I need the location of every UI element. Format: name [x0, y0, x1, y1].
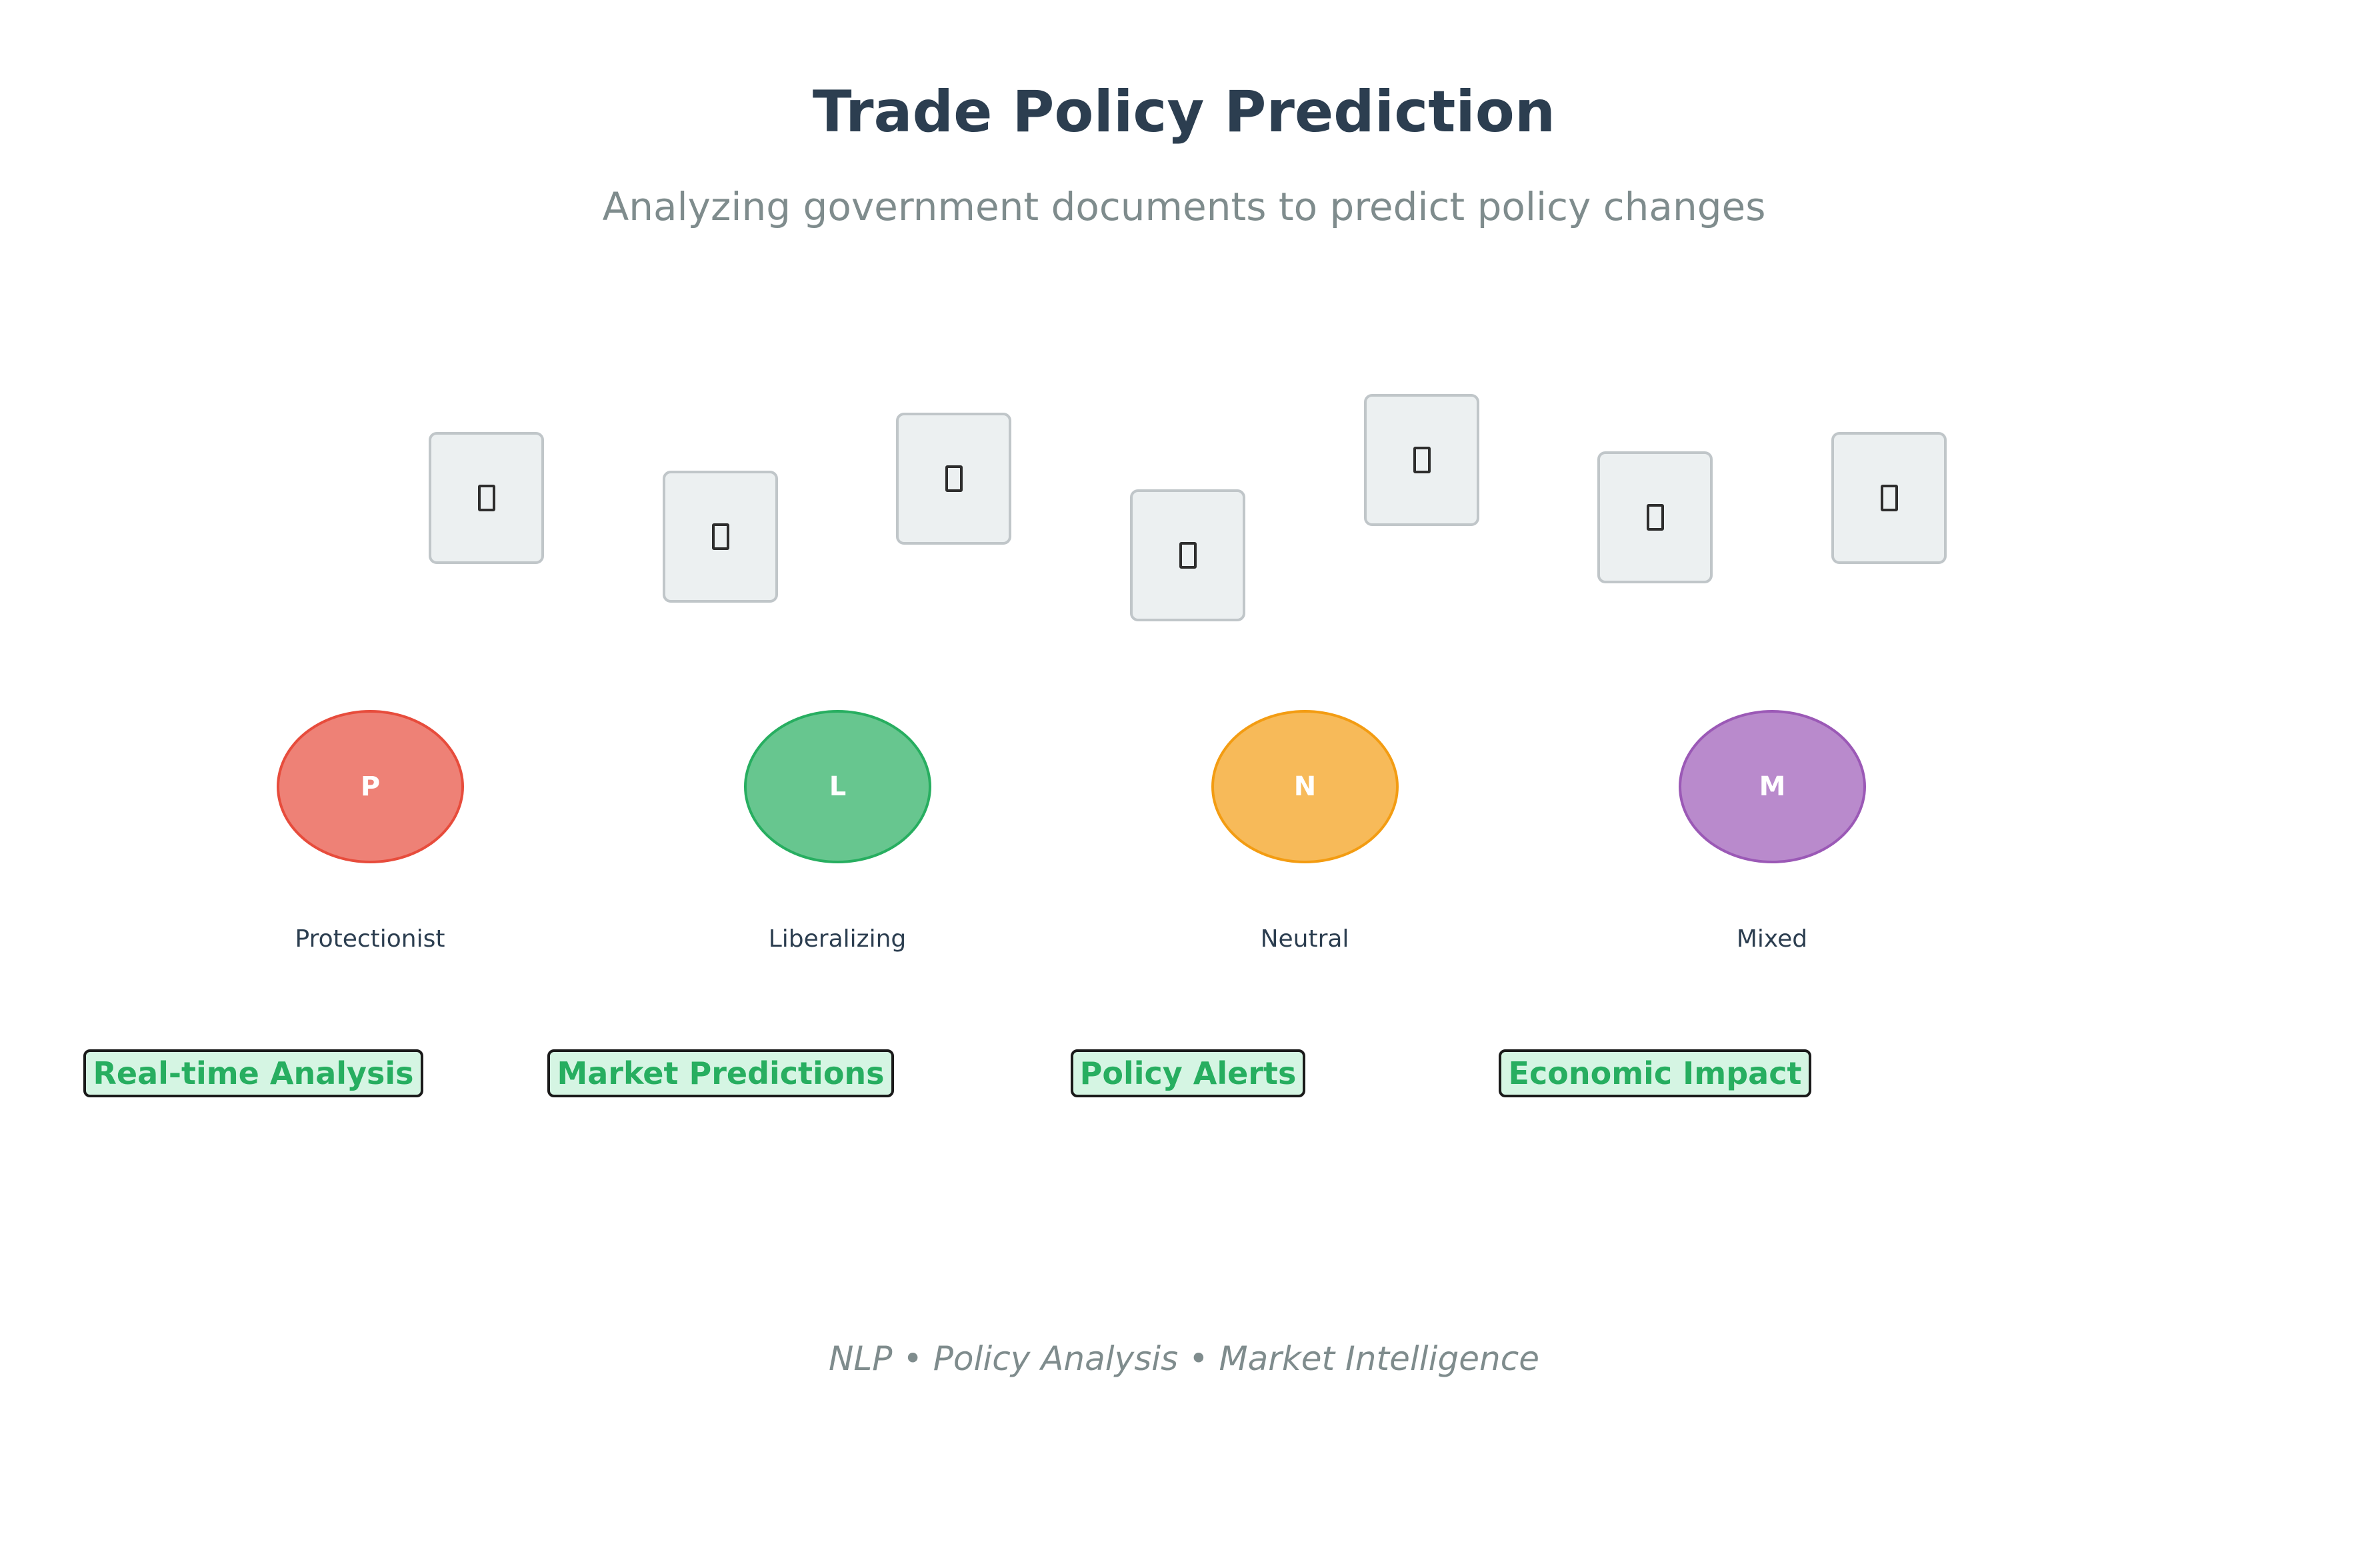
category-neutral-circle: N: [1211, 710, 1399, 863]
category-liberalizing-label: Liberalizing: [768, 925, 907, 953]
category-neutral-label: Neutral: [1260, 925, 1349, 953]
category-mixed-circle: M: [1679, 710, 1866, 863]
feature-badge-economic-impact: Economic Impact: [1499, 1049, 1811, 1097]
document-icon: [1413, 447, 1431, 473]
document-card: [429, 432, 544, 564]
document-card: [1831, 432, 1947, 564]
category-mixed-label: Mixed: [1736, 925, 1808, 953]
category-protectionist-label: Protectionist: [295, 925, 445, 953]
document-card: [896, 413, 1011, 545]
document-card: [1364, 394, 1479, 526]
page-subtitle: Analyzing government documents to predic…: [602, 184, 1766, 229]
feature-badge-real-time-analysis: Real-time Analysis: [83, 1049, 423, 1097]
page-title: Trade Policy Prediction: [812, 79, 1556, 145]
feature-badge-market-predictions: Market Predictions: [547, 1049, 894, 1097]
document-icon: [1646, 504, 1664, 531]
document-card: [1130, 489, 1245, 621]
category-liberalizing-circle: L: [744, 710, 931, 863]
document-icon: [945, 465, 963, 492]
document-card: [663, 471, 778, 603]
document-icon: [477, 485, 495, 511]
document-card: [1597, 451, 1713, 583]
category-protectionist-circle: P: [277, 710, 464, 863]
document-icon: [1880, 485, 1898, 511]
document-icon: [711, 523, 729, 550]
footer-tagline: NLP • Policy Analysis • Market Intellige…: [829, 1339, 1539, 1378]
document-icon: [1179, 542, 1197, 569]
feature-badge-policy-alerts: Policy Alerts: [1071, 1049, 1305, 1097]
